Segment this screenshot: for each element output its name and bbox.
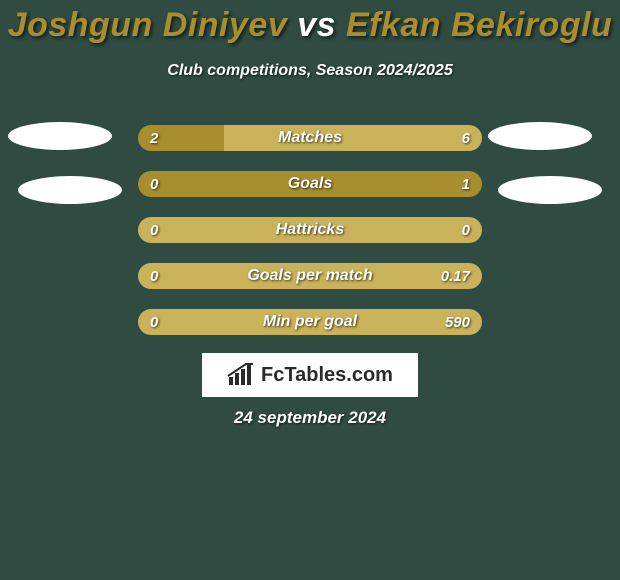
player-ellipse-p2-top xyxy=(488,122,592,150)
brand-text: FcTables.com xyxy=(261,364,393,387)
player-ellipse-p1-bottom xyxy=(18,176,122,204)
vs-text: vs xyxy=(297,6,336,44)
stat-label: Goals xyxy=(138,171,482,197)
player1-name: Joshgun Diniyev xyxy=(8,6,288,44)
stat-label: Min per goal xyxy=(138,309,482,335)
stat-row: 00.17Goals per match xyxy=(138,263,482,289)
stat-row: 26Matches xyxy=(138,125,482,151)
player-ellipse-p1-top xyxy=(8,122,112,150)
brand-inner: FcTables.com xyxy=(227,363,393,387)
subtitle: Club competitions, Season 2024/2025 xyxy=(0,62,620,80)
stat-label: Goals per match xyxy=(138,263,482,289)
bar-chart-icon xyxy=(227,363,257,387)
page-title: Joshgun Diniyev vs Efkan Bekiroglu xyxy=(0,6,620,45)
stat-row: 01Goals xyxy=(138,171,482,197)
player2-name: Efkan Bekiroglu xyxy=(346,6,612,44)
player-ellipse-p2-bottom xyxy=(498,176,602,204)
date-text: 24 september 2024 xyxy=(0,408,620,428)
stat-row: 00Hattricks xyxy=(138,217,482,243)
stage: Joshgun Diniyev vs Efkan Bekiroglu Club … xyxy=(0,0,620,580)
stat-label: Hattricks xyxy=(138,217,482,243)
stat-label: Matches xyxy=(138,125,482,151)
brand-box: FcTables.com xyxy=(202,353,418,397)
stat-row: 0590Min per goal xyxy=(138,309,482,335)
